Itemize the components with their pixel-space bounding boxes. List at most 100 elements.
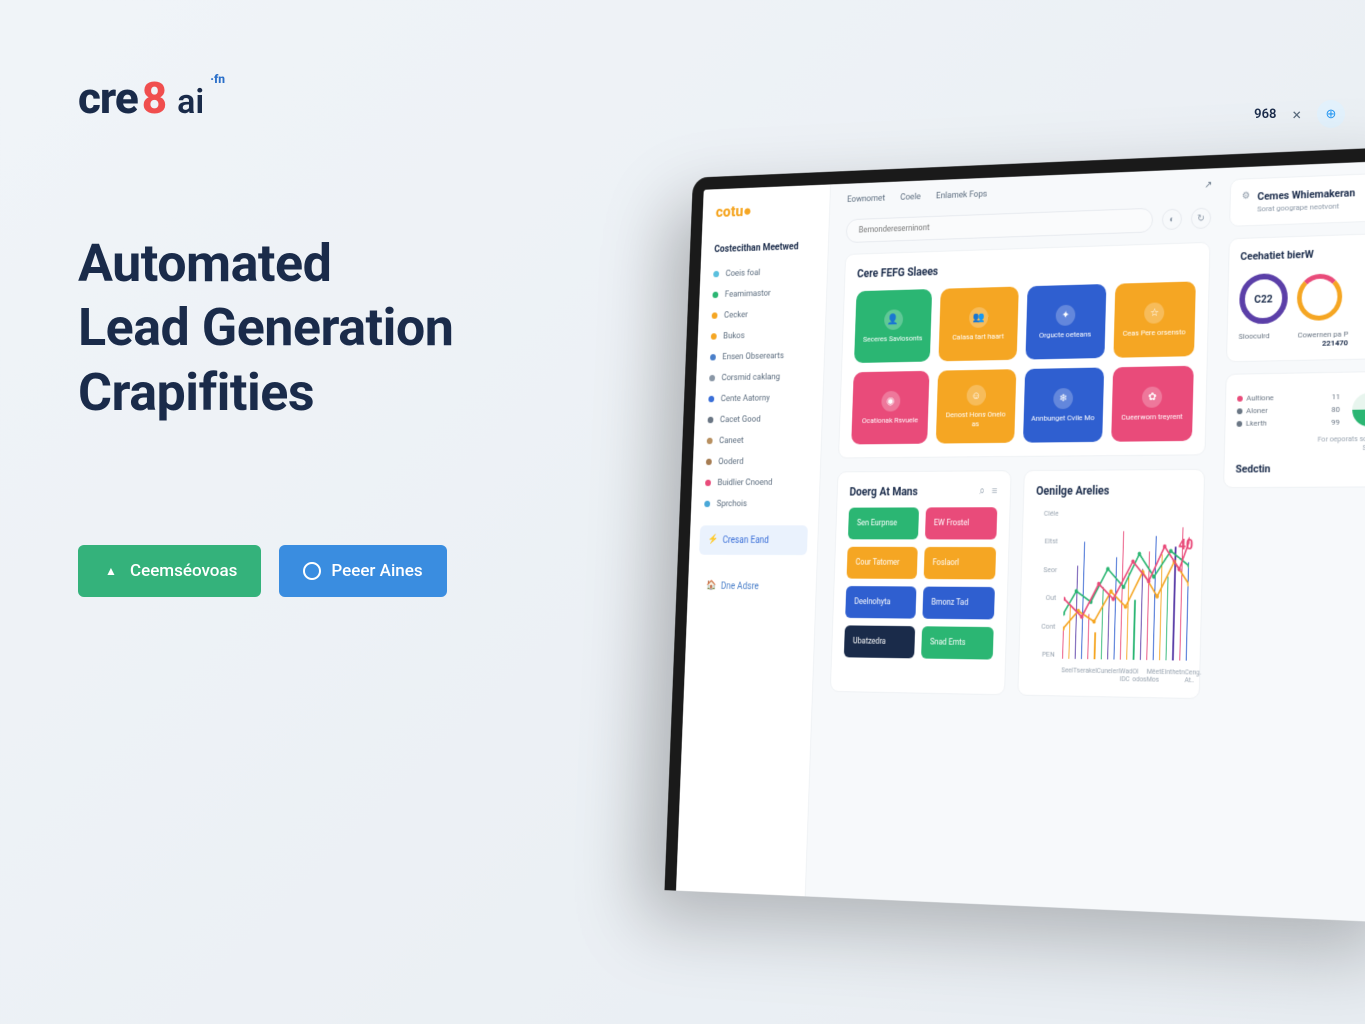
sidebar-item-label: Corsmid caklang: [721, 372, 780, 383]
topbar-tab-1[interactable]: Coele: [900, 192, 921, 203]
action-icon-1[interactable]: ◐: [1162, 209, 1182, 231]
logo-part-8: 8: [142, 72, 167, 124]
stat-row: Aultione: [1237, 391, 1308, 405]
sidebar-item-label: Cente Aatorny: [721, 393, 771, 404]
cta-primary-button[interactable]: Ceemséovoas: [78, 545, 261, 597]
search-input[interactable]: [846, 208, 1154, 243]
chart-x-label: Cuneleri: [1096, 667, 1120, 683]
rcard-2-title: Ceehatiet bierW: [1240, 246, 1365, 263]
sidebar-item-10[interactable]: Buidlier Cnoend: [692, 472, 820, 494]
tile-7[interactable]: ✿Cueerworn treyrent: [1111, 366, 1194, 442]
lightning-icon: ⚡: [708, 535, 718, 546]
sidebar-action-add[interactable]: 🏠 Dne Adsre: [697, 571, 806, 601]
rcard-3-sed: Sedctin: [1235, 462, 1365, 476]
pill-0[interactable]: Sen Eurpnse: [848, 507, 919, 539]
home-icon: 🏠: [706, 580, 716, 591]
ring-2: [1297, 273, 1343, 321]
rcard-stats: AultioneAlonerLkerth 118099 For oeporats…: [1223, 371, 1365, 488]
sidebar-item-label: Coeis foal: [725, 268, 760, 279]
sidebar-heading: Costecithan Meetwed: [701, 230, 829, 264]
tile-icon: 👥: [969, 307, 989, 328]
sidebar-item-9[interactable]: Ooderd: [693, 450, 821, 472]
tile-5[interactable]: ☺ Denost Hons Onelo as: [936, 369, 1016, 443]
ring-label-1: Slooculrd: [1238, 331, 1269, 349]
tile-label: Seceres Savlosonts: [863, 334, 923, 344]
rcard-3-side2: Seacter: [1236, 443, 1365, 453]
sidebar: cotu● Costecithan Meetwed Coeis foalFeam…: [676, 184, 831, 896]
circle-icon: [303, 562, 321, 580]
dot-icon: [710, 354, 716, 360]
tile-0[interactable]: 👤 Seceres Savlosonts: [854, 289, 932, 363]
pill-1[interactable]: EW Frostel: [925, 507, 997, 539]
chart-x-label: Wad IDC: [1120, 667, 1133, 683]
pill-5[interactable]: Bmonz Tad: [922, 587, 994, 620]
pill-3[interactable]: Foslaorl: [923, 547, 995, 579]
tile-icon: 👤: [884, 309, 903, 330]
tile-4[interactable]: ◉Ocationak Rsvuele: [851, 371, 930, 445]
tile-icon: ☆: [1144, 302, 1164, 323]
sidebar-item-5[interactable]: Corsmid caklang: [696, 365, 824, 388]
pills-panel: Doerg At Mans ⌕ ≡ Sen EurpnseEW FrostelC…: [830, 470, 1011, 695]
tile-label: Denost Hons Onelo as: [942, 410, 1010, 428]
topbar-tab-0[interactable]: Eownomet: [847, 193, 885, 205]
sidebar-action-2-label: Dne Adsre: [721, 581, 759, 591]
pill-2[interactable]: Cour Tatomer: [847, 547, 918, 579]
tile-1[interactable]: 👥Calasa tart haart: [939, 287, 1019, 362]
chart-y-label: Out: [1033, 593, 1056, 602]
sidebar-item-4[interactable]: Ensen Obserearts: [697, 344, 825, 368]
share-icon[interactable]: ↗: [1204, 180, 1212, 191]
tile-icon: ☺: [966, 385, 986, 406]
tile-icon: ✿: [1142, 386, 1162, 407]
rcard-info: ⚙ Cemes Whiemakeran Sorat googrape neotv…: [1229, 172, 1365, 227]
headline-line-3: Crapifities: [78, 361, 558, 425]
chart-x-label: Ceng. At..: [1184, 668, 1201, 684]
dot-icon: [713, 271, 719, 277]
dot-icon: [711, 333, 717, 339]
sidebar-item-11[interactable]: Sprchois: [691, 493, 819, 515]
tiles-panel: Cere FEFG Slaees 👤Seceres Savlosonts👥Cal…: [838, 242, 1210, 459]
pill-7[interactable]: Snad Emts: [921, 626, 993, 659]
stat-row: Lkerth: [1236, 416, 1307, 430]
brand-logo: cre8 ai ·fn: [78, 72, 558, 124]
rcard-rings: Ceehatiet bierW C22 Slooculrd Cowernen p…: [1226, 232, 1365, 362]
logo-part-ai: ai: [177, 82, 204, 122]
pill-6[interactable]: Ubatzedra: [844, 625, 915, 658]
dot-icon: [712, 312, 718, 318]
topbar-tab-2[interactable]: Enlamek Fops: [936, 189, 988, 201]
tile-icon: ◉: [881, 391, 900, 412]
dot-icon: [1237, 395, 1243, 401]
close-icon[interactable]: ×: [1292, 105, 1301, 124]
badge-icon[interactable]: ⊕: [1317, 100, 1345, 128]
tile-label: Ceas Pere orsensto: [1123, 327, 1186, 337]
chart-x-label: Tserakel: [1073, 667, 1097, 683]
chart-title: Oenilge Arelies: [1036, 483, 1191, 497]
gear-icon: ⚙: [1242, 191, 1250, 202]
sidebar-item-7[interactable]: Cacet Good: [694, 408, 822, 431]
cta-secondary-button[interactable]: Peeer Aines: [279, 545, 446, 597]
sidebar-item-6[interactable]: Cente Aatorny: [695, 387, 823, 410]
sidebar-item-label: Feamimastor: [725, 288, 771, 299]
dot-icon: [1237, 408, 1243, 414]
cta-secondary-label: Peeer Aines: [331, 561, 422, 581]
sidebar-item-3[interactable]: Bukos: [698, 323, 826, 347]
dot-icon: [1237, 421, 1243, 427]
menu-icon[interactable]: ≡: [992, 485, 998, 498]
tile-6[interactable]: ❄Annbunget Cvile Mo: [1023, 367, 1104, 442]
search-icon[interactable]: ⌕: [979, 485, 985, 498]
top-strip-number: 968: [1254, 107, 1276, 122]
dot-icon: [708, 396, 714, 402]
stat-value: 11: [1317, 390, 1340, 403]
logo-accent: ·fn: [210, 72, 225, 86]
ring-1: C22: [1239, 273, 1288, 324]
pill-4[interactable]: Deelnohyta: [845, 586, 916, 619]
tile-3[interactable]: ☆ Ceas Pere orsensto: [1113, 281, 1196, 357]
tile-2[interactable]: ✦Orgucte oeteans: [1025, 284, 1106, 360]
stat-label: Aultione: [1246, 393, 1273, 402]
chart-x-label: Seel: [1061, 666, 1073, 682]
logo-part-cre: cre: [78, 72, 138, 124]
action-icon-2[interactable]: ↻: [1191, 207, 1212, 229]
sidebar-item-label: Ooderd: [718, 457, 744, 467]
dot-icon: [705, 480, 711, 486]
sidebar-action-create[interactable]: ⚡ Cresan Eand: [699, 525, 808, 555]
sidebar-item-8[interactable]: Caneet: [693, 429, 821, 451]
